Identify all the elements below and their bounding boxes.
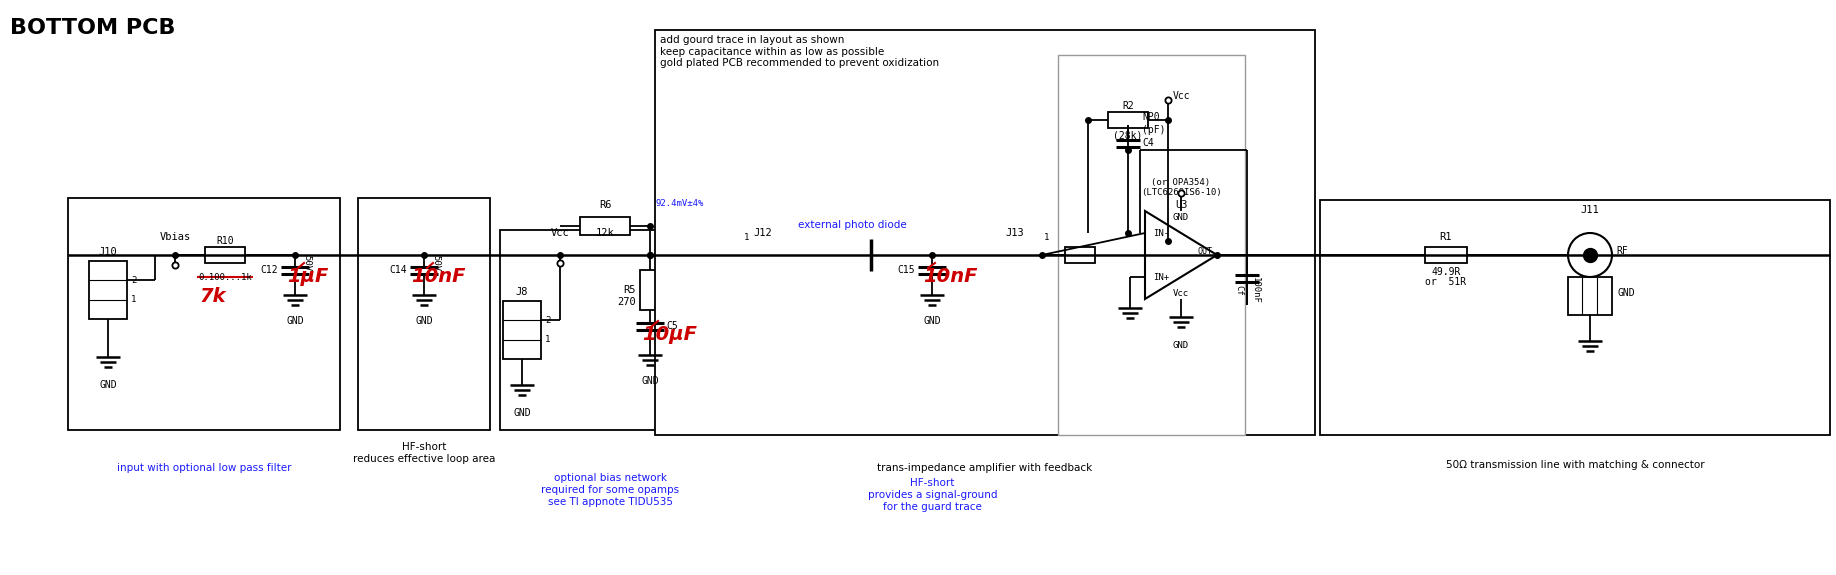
Bar: [744, 246, 786, 264]
Bar: [358, 198, 490, 430]
Text: R1: R1: [1439, 232, 1452, 242]
Bar: [1058, 55, 1245, 435]
Text: 92.4mV±4%: 92.4mV±4%: [655, 198, 703, 208]
Text: C15: C15: [898, 265, 914, 275]
Text: IN-: IN-: [1153, 228, 1170, 237]
Text: C14: C14: [389, 265, 408, 275]
Bar: [1107, 112, 1148, 128]
Text: 2: 2: [130, 276, 136, 285]
Text: 1: 1: [744, 232, 749, 242]
Bar: [88, 261, 127, 319]
Text: add gourd trace in layout as shown
keep capacitance within as low as possible
go: add gourd trace in layout as shown keep …: [659, 35, 940, 68]
Text: 50V: 50V: [301, 255, 310, 271]
Text: optional bias network
required for some opamps
see TI appnote TIDU535: optional bias network required for some …: [542, 473, 679, 507]
Text: 100nF: 100nF: [1250, 277, 1259, 304]
Text: GND: GND: [1173, 213, 1190, 221]
Text: J8: J8: [516, 287, 529, 297]
Text: Vcc: Vcc: [1173, 91, 1190, 101]
Bar: [655, 30, 1315, 435]
Text: NP0: NP0: [1142, 112, 1160, 122]
Text: BOTTOM PCB: BOTTOM PCB: [9, 18, 176, 38]
Text: U3: U3: [1175, 200, 1188, 210]
Text: HF-short
reduces effective loop area: HF-short reduces effective loop area: [353, 442, 496, 464]
Bar: [641, 270, 659, 310]
Bar: [206, 247, 244, 263]
Text: J12: J12: [753, 228, 771, 238]
Text: 7k: 7k: [200, 288, 226, 306]
Text: C5: C5: [666, 321, 677, 331]
Text: 1: 1: [1045, 232, 1050, 242]
Text: 49.9R: 49.9R: [1432, 267, 1461, 277]
Text: J10: J10: [99, 247, 118, 257]
Text: Vbias: Vbias: [160, 232, 191, 242]
Text: 1: 1: [130, 295, 136, 304]
Text: GND: GND: [924, 316, 940, 326]
Text: Cf: Cf: [1234, 285, 1243, 296]
Text: input with optional low pass filter: input with optional low pass filter: [118, 463, 292, 473]
Text: R10: R10: [217, 236, 233, 246]
Text: (or OPA354): (or OPA354): [1151, 178, 1210, 186]
Text: R6: R6: [599, 200, 611, 210]
Text: IN+: IN+: [1153, 273, 1170, 282]
Bar: [503, 301, 542, 359]
Text: 2: 2: [545, 316, 551, 325]
Text: C4: C4: [1142, 138, 1153, 148]
Polygon shape: [837, 239, 870, 271]
Text: C12: C12: [261, 265, 277, 275]
Text: (LTC6268IS6-10): (LTC6268IS6-10): [1140, 189, 1221, 197]
Text: OUT: OUT: [1199, 247, 1214, 256]
Text: 10nF: 10nF: [411, 267, 465, 286]
Bar: [499, 230, 720, 430]
Text: 12k: 12k: [595, 228, 615, 238]
Text: GND: GND: [1618, 288, 1636, 298]
Text: or  51R: or 51R: [1425, 277, 1467, 287]
Text: HF-short
provides a signal-ground
for the guard trace: HF-short provides a signal-ground for th…: [868, 478, 997, 512]
Text: GND: GND: [286, 316, 303, 326]
Text: (pF): (pF): [1142, 125, 1166, 135]
Text: 50V: 50V: [431, 255, 441, 271]
Text: Vcc: Vcc: [1173, 289, 1190, 297]
Text: trans-impedance amplifier with feedback: trans-impedance amplifier with feedback: [878, 463, 1092, 473]
Bar: [1568, 277, 1612, 315]
Text: GND: GND: [1173, 340, 1190, 350]
Bar: [1065, 247, 1094, 263]
Text: J13: J13: [1004, 228, 1024, 238]
Text: 0.100...1k: 0.100...1k: [198, 273, 252, 282]
Text: 1µF: 1µF: [286, 267, 329, 286]
Text: 50Ω transmission line with matching & connector: 50Ω transmission line with matching & co…: [1445, 460, 1704, 470]
Bar: [580, 217, 630, 235]
Bar: [1001, 246, 1043, 264]
Text: RF: RF: [1616, 246, 1629, 256]
Bar: [1320, 200, 1830, 435]
Text: 10µF: 10µF: [643, 325, 698, 344]
Text: R5: R5: [624, 285, 635, 295]
Text: 270: 270: [617, 297, 635, 307]
Text: R2: R2: [1122, 101, 1135, 111]
Text: 1: 1: [545, 335, 551, 344]
Bar: [876, 230, 990, 430]
Bar: [68, 198, 340, 430]
Text: 10nF: 10nF: [924, 267, 977, 286]
Text: GND: GND: [415, 316, 433, 326]
Text: external photo diode: external photo diode: [797, 220, 907, 230]
Text: GND: GND: [514, 408, 531, 418]
Text: (28k): (28k): [1113, 130, 1142, 140]
Bar: [1425, 247, 1467, 263]
Text: GND: GND: [641, 376, 659, 386]
Text: J11: J11: [1581, 205, 1599, 215]
Text: Vcc: Vcc: [551, 228, 569, 238]
Text: GND: GND: [99, 380, 118, 390]
